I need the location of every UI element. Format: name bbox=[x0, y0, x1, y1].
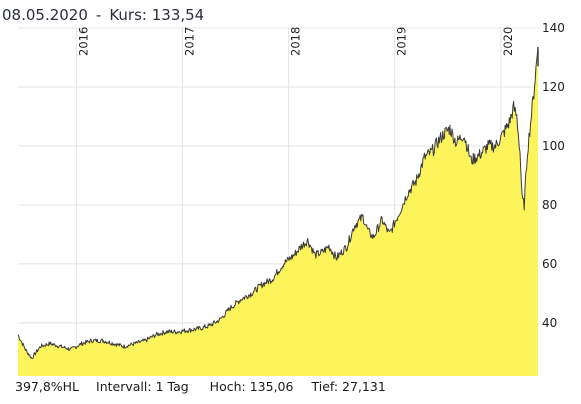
change-percent: 397,8%HL bbox=[15, 379, 80, 394]
x-tick-label: 2016 bbox=[76, 27, 90, 56]
price-area bbox=[18, 47, 538, 376]
price-value: 133,54 bbox=[151, 6, 205, 24]
y-tick-label: 100 bbox=[542, 139, 565, 153]
quote-date: 08.05.2020 bbox=[2, 6, 88, 24]
price-label: Kurs: bbox=[109, 6, 147, 24]
y-tick-label: 80 bbox=[542, 198, 557, 212]
chart-title-bar: 08.05.2020- Kurs: 133,54 bbox=[2, 4, 204, 26]
x-tick-label: 2018 bbox=[289, 27, 303, 56]
high-value: 135,06 bbox=[249, 379, 294, 394]
interval-value: 1 Tag bbox=[155, 379, 189, 394]
chart-footer: 397,8%HL Intervall: 1 Tag Hoch: 135,06 Tief… bbox=[0, 378, 386, 396]
y-tick-label: 120 bbox=[542, 80, 565, 94]
x-axis-ticks: 2016 2017 2018 2019 2020 bbox=[76, 27, 514, 56]
x-tick-label: 2020 bbox=[501, 27, 515, 56]
price-line bbox=[17, 47, 539, 359]
title-separator: - bbox=[95, 6, 102, 24]
high-label: Hoch: bbox=[209, 379, 246, 394]
low-value: 27,131 bbox=[342, 379, 386, 394]
x-tick-label: 2017 bbox=[182, 27, 196, 56]
y-tick-label: 60 bbox=[542, 257, 557, 271]
y-axis-ticks: 40 60 80 100 120 140 bbox=[542, 21, 565, 330]
y-tick-label: 140 bbox=[542, 21, 565, 35]
y-tick-label: 40 bbox=[542, 316, 557, 330]
low-label: Tief: bbox=[311, 379, 339, 394]
x-tick-label: 2019 bbox=[395, 27, 409, 56]
interval-label: Intervall: bbox=[96, 379, 152, 394]
